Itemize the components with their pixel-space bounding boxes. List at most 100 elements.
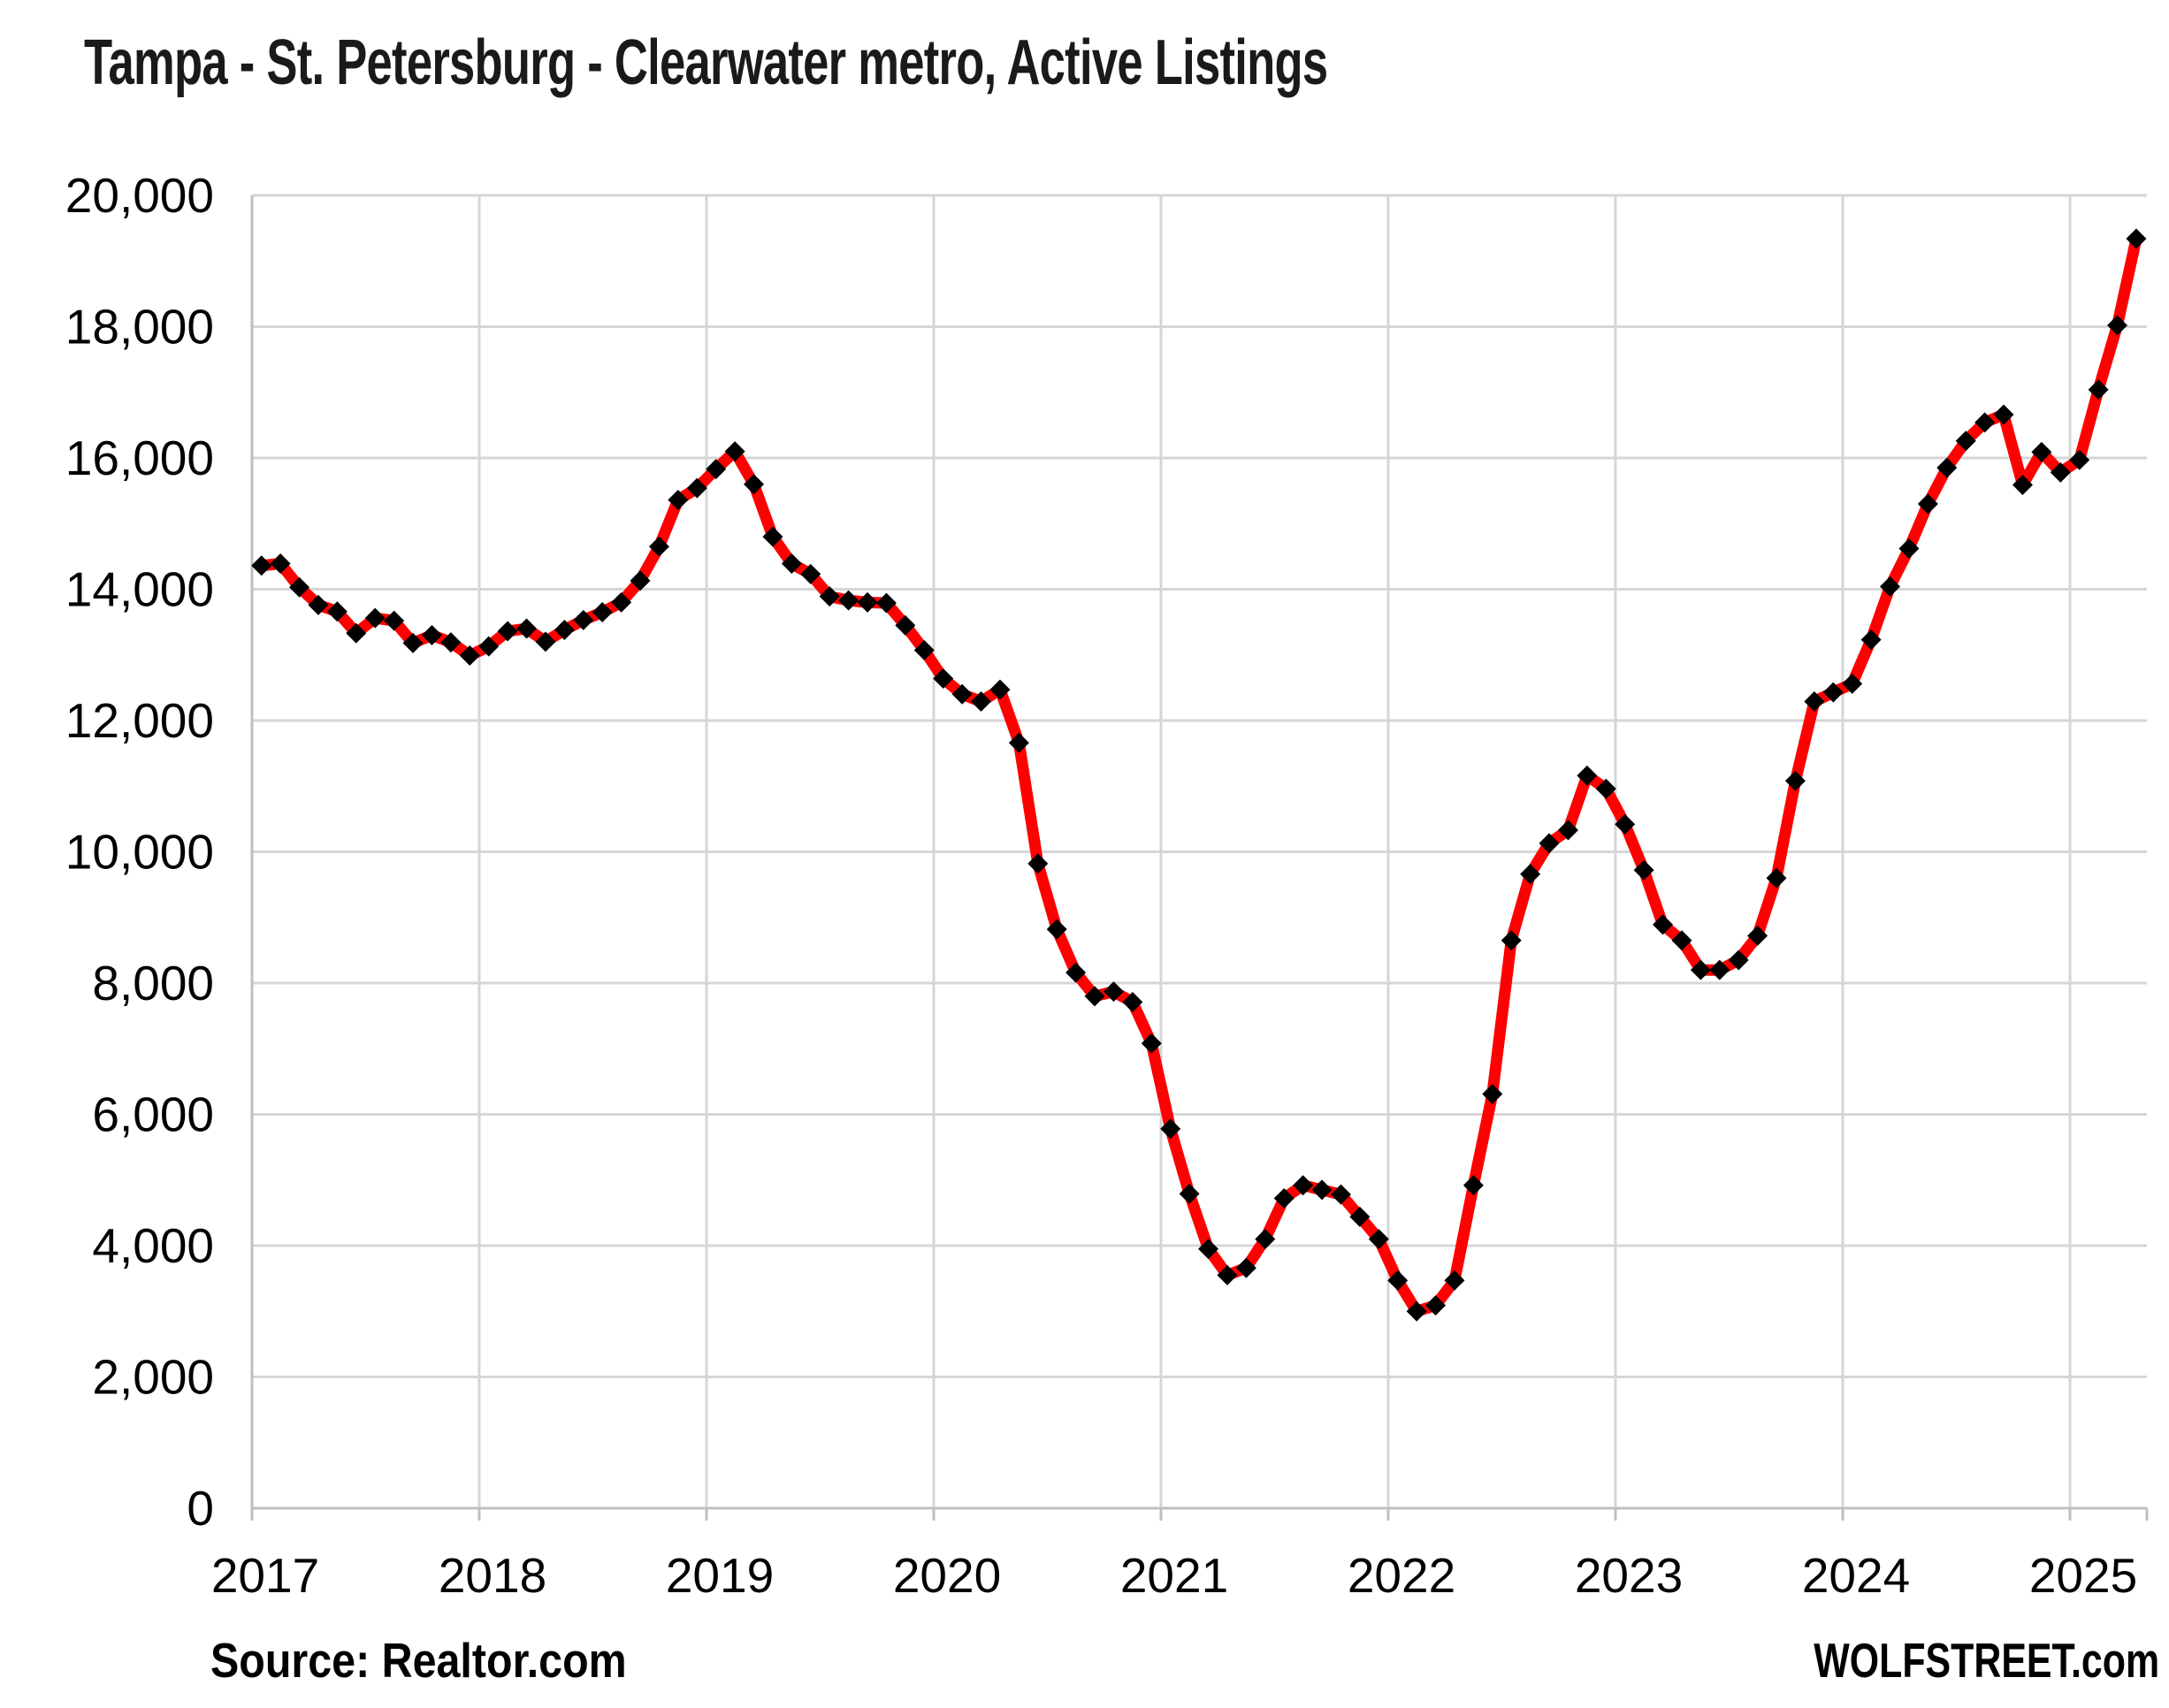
data-point-marker: [592, 601, 613, 622]
data-point-marker: [289, 576, 310, 598]
data-point-marker: [1311, 1179, 1333, 1201]
brand-watermark: WOLFSTREET.com: [1814, 1633, 2159, 1688]
data-point-marker: [2126, 228, 2147, 249]
axis-lines: [250, 195, 2149, 1521]
data-point-marker: [1008, 732, 1029, 753]
y-gridlines: [252, 194, 2147, 1378]
data-point-marker: [402, 632, 424, 653]
data-point-marker: [1141, 1033, 1162, 1054]
data-point-marker: [1273, 1188, 1295, 1209]
data-point-marker: [1842, 673, 1863, 694]
x-axis-tick-label: 2019: [666, 1548, 774, 1603]
data-point-marker: [744, 474, 765, 495]
data-point-marker: [421, 624, 442, 645]
x-axis-labels: 2017 2018 2019 2020 2021 2022 2023 2024 2025: [211, 1548, 2137, 1603]
data-point-marker: [1804, 690, 1825, 712]
series: [256, 233, 2142, 1317]
data-point-marker: [1993, 404, 2014, 425]
data-point-marker: [1917, 493, 1938, 515]
data-point-marker: [724, 441, 745, 462]
data-point-marker: [516, 618, 538, 639]
data-point-marker: [1615, 813, 1636, 835]
data-point-marker: [1880, 576, 1901, 598]
y-axis-tick-label: 6,000: [92, 1087, 214, 1142]
data-point-marker: [326, 601, 347, 622]
data-point-marker: [1425, 1295, 1447, 1316]
data-point-marker: [933, 667, 954, 689]
data-point-marker: [1444, 1270, 1465, 1291]
data-point-marker: [1349, 1206, 1371, 1227]
x-axis-tick-label: 2023: [1575, 1548, 1683, 1603]
data-point-marker: [1728, 949, 1749, 971]
data-point-marker: [857, 591, 878, 613]
data-point-marker: [800, 563, 821, 584]
data-point-marker: [1179, 1183, 1200, 1204]
y-axis-tick-label: 20,000: [65, 168, 214, 223]
data-point-marker: [2031, 441, 2052, 462]
y-axis-tick-label: 0: [187, 1481, 214, 1536]
data-point-marker: [1293, 1175, 1314, 1196]
data-point-marker: [459, 644, 480, 666]
data-point-marker: [1766, 867, 1787, 888]
data-point-marker: [1387, 1270, 1409, 1291]
data-point-marker: [1046, 919, 1067, 940]
data-point-marker: [308, 594, 329, 615]
data-point-marker: [1690, 959, 1711, 980]
data-point-marker: [913, 640, 935, 661]
data-point-marker: [1482, 1083, 1503, 1104]
chart-title: Tampa - St. Petersburg - Clearwater metr…: [84, 27, 1328, 98]
data-point-marker: [1747, 926, 1768, 947]
data-point-marker: [1501, 930, 1522, 951]
y-axis-tick-label: 14,000: [65, 562, 214, 617]
data-point-marker: [1974, 412, 1996, 433]
data-point-marker: [989, 679, 1011, 700]
data-point-marker: [1898, 538, 1920, 559]
data-point-marker: [781, 553, 802, 575]
data-point-marker: [1217, 1264, 1238, 1285]
y-axis-tick-label: 8,000: [92, 956, 214, 1010]
data-point-marker: [875, 592, 897, 614]
x-axis-tick-label: 2017: [211, 1548, 319, 1603]
data-point-marker: [2012, 474, 2033, 495]
data-point-marker: [535, 631, 556, 652]
data-point-marker: [1520, 864, 1541, 885]
data-point-marker: [1255, 1229, 1276, 1250]
data-point-marker: [1406, 1300, 1427, 1322]
data-point-marker: [440, 632, 462, 653]
data-point-marker: [1709, 959, 1730, 980]
data-point-marker: [1103, 981, 1124, 1003]
data-point-marker: [895, 614, 916, 636]
data-point-marker: [497, 621, 518, 642]
data-point-marker: [1784, 770, 1806, 791]
data-point-marker: [1595, 778, 1616, 799]
data-point-marker: [1822, 682, 1844, 703]
data-point-marker: [1463, 1175, 1484, 1196]
data-point-marker: [1160, 1118, 1181, 1140]
data-point-marker: [1027, 853, 1049, 874]
data-point-marker: [573, 609, 594, 630]
data-point-marker: [251, 555, 272, 576]
x-axis-tick-label: 2020: [893, 1548, 1001, 1603]
y-axis-labels: 0 2,000 4,000 6,000 8,000 10,000 12,000 14,000 1…: [65, 168, 214, 1536]
data-point-marker: [1671, 930, 1692, 951]
x-axis-tick-label: 2024: [1802, 1548, 1910, 1603]
data-point-marker: [478, 636, 500, 657]
y-axis-tick-label: 4,000: [92, 1218, 214, 1273]
data-point-marker: [630, 570, 651, 591]
data-point-marker: [2069, 449, 2090, 470]
x-axis-tick-label: 2025: [2029, 1548, 2137, 1603]
y-axis-tick-label: 18,000: [65, 300, 214, 355]
data-point-marker: [1084, 986, 1105, 1007]
x-axis-tick-label: 2021: [1120, 1548, 1228, 1603]
data-point-marker: [346, 622, 367, 644]
data-point-marker: [686, 477, 707, 499]
data-point-marker: [648, 536, 669, 557]
data-point-marker: [1936, 457, 1958, 478]
y-axis-tick-label: 16,000: [65, 431, 214, 485]
x-axis-tick-label: 2018: [439, 1548, 546, 1603]
data-point-marker: [1633, 859, 1654, 881]
data-point-marker: [951, 683, 973, 705]
data-point-marker: [1122, 992, 1143, 1013]
data-point-marker: [1330, 1184, 1351, 1205]
series-line: [256, 233, 2142, 1317]
